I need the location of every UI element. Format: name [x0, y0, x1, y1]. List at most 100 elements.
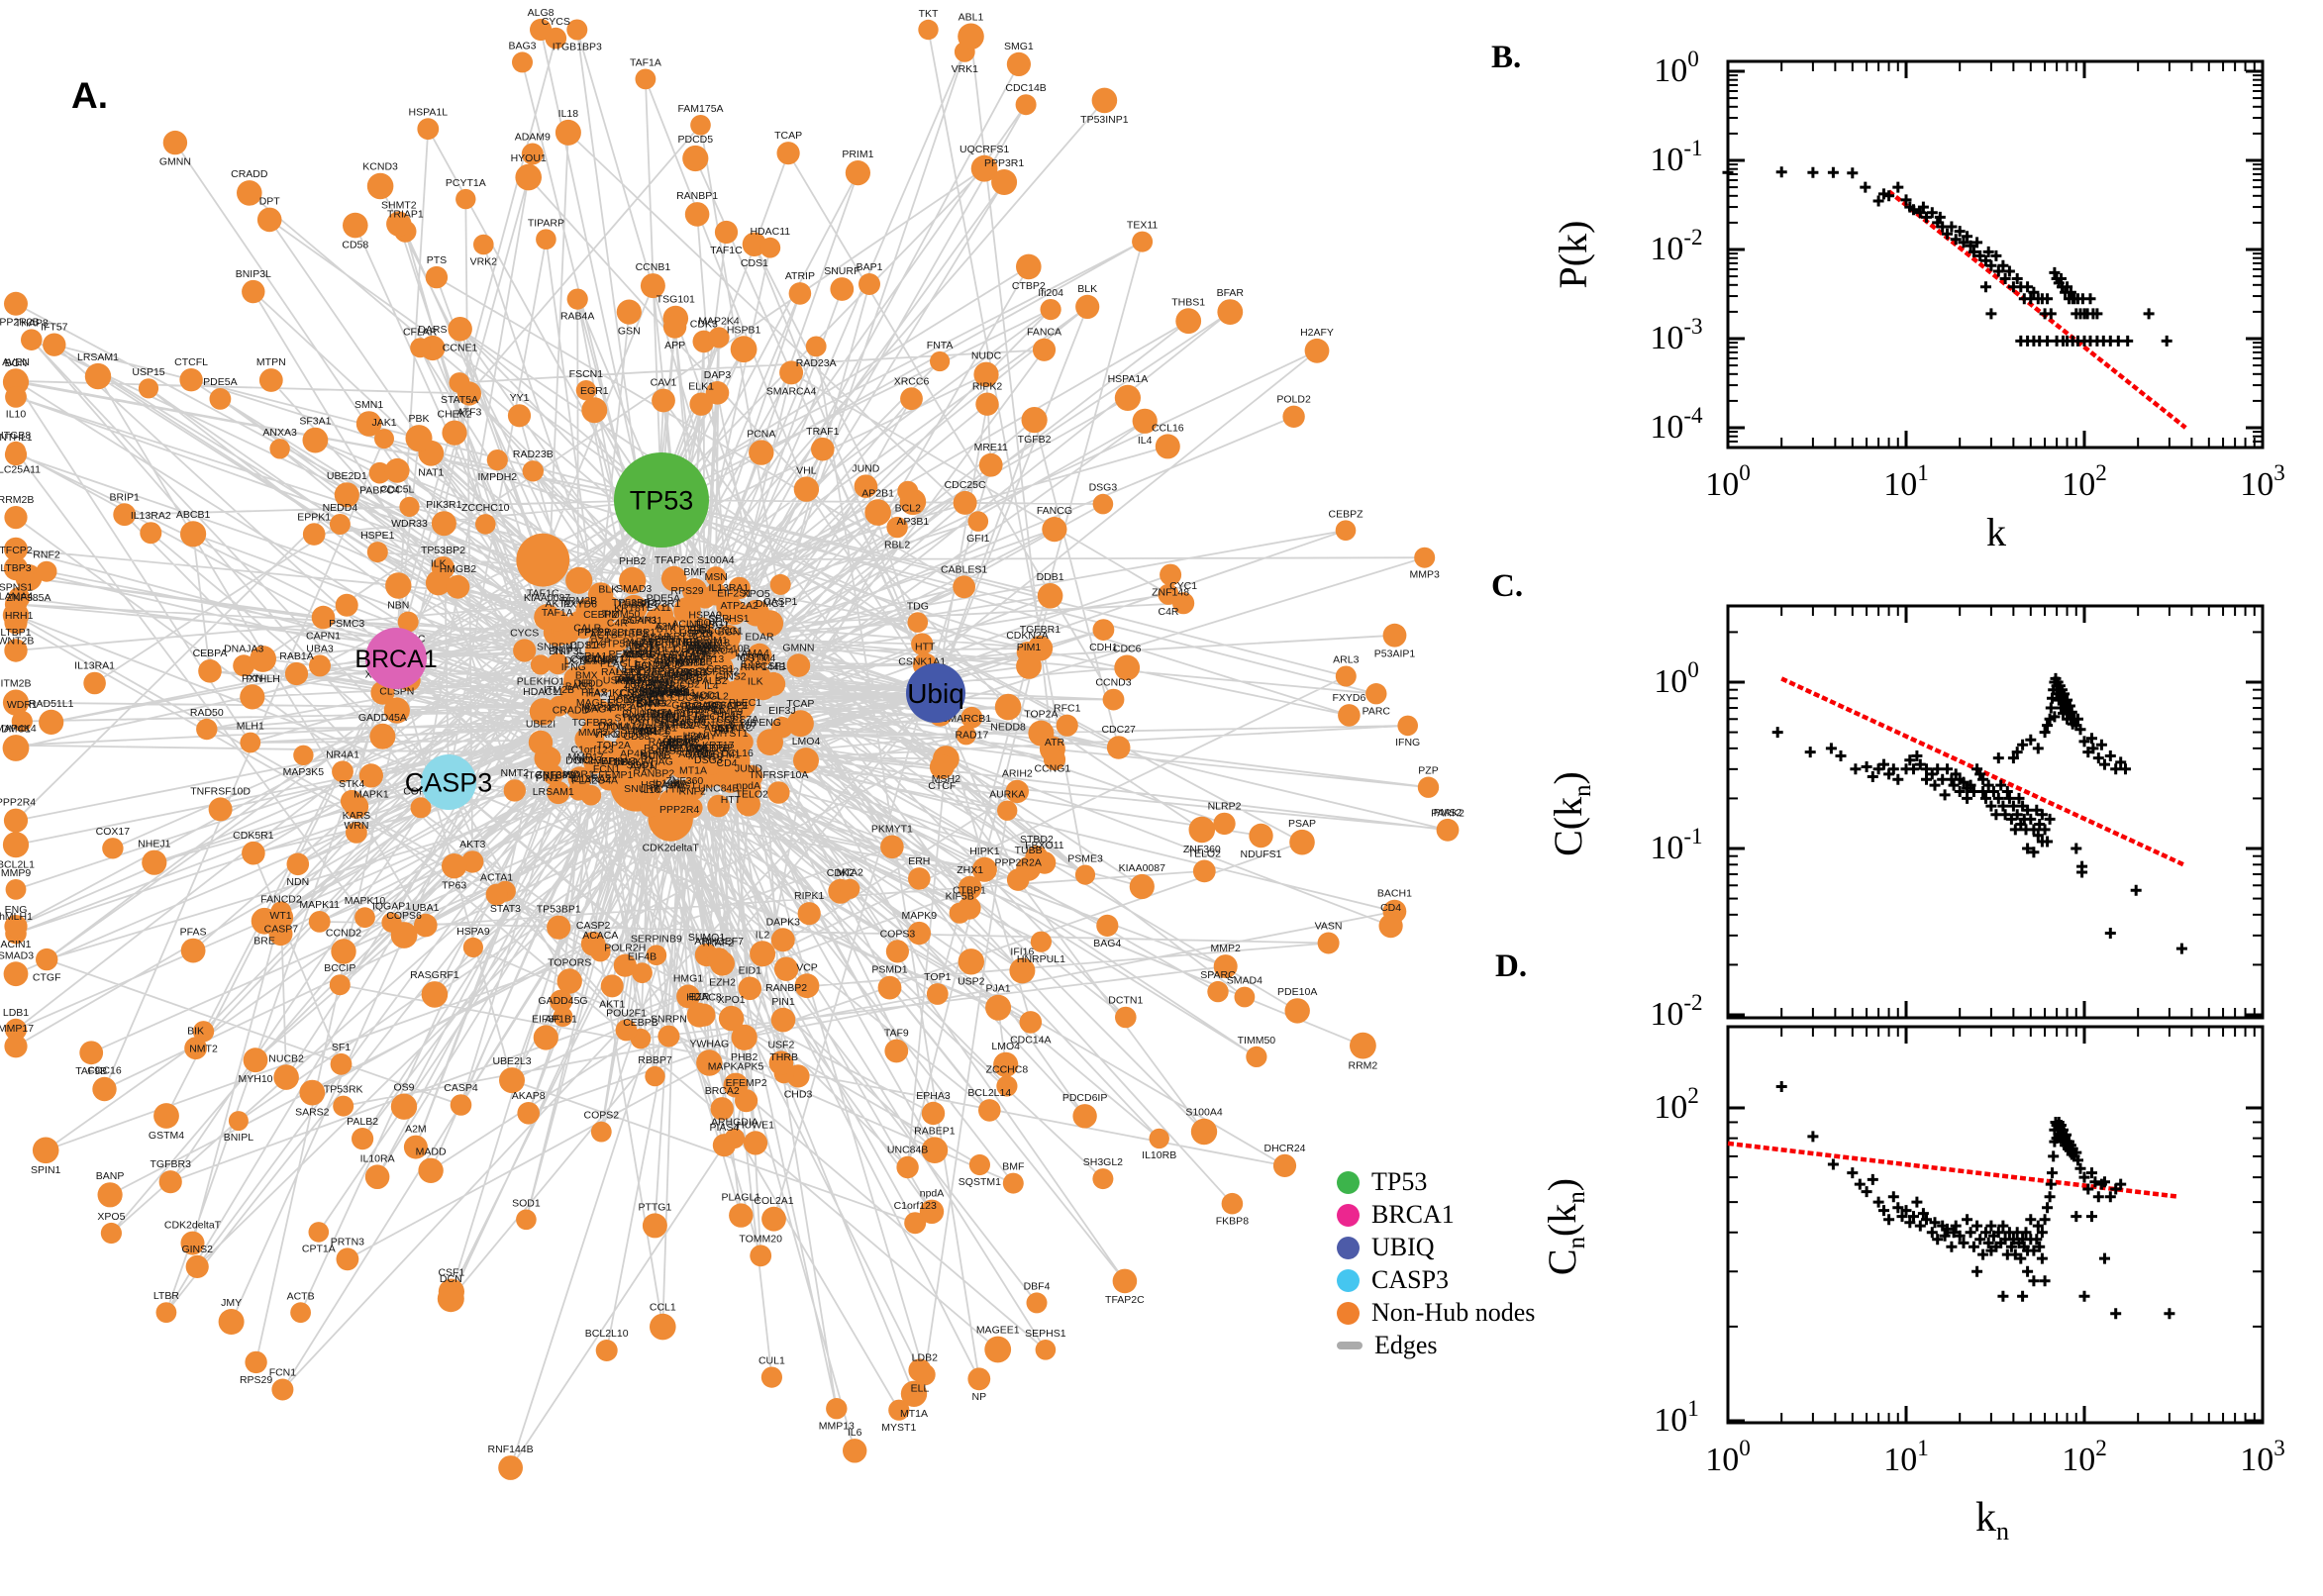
network-node-label: IL4 — [1138, 435, 1153, 447]
network-node — [245, 1350, 267, 1374]
network-node — [908, 1358, 932, 1382]
network-node — [793, 748, 819, 774]
network-node-label: MMP3 — [1410, 569, 1440, 581]
network-node — [21, 329, 43, 351]
network-node — [329, 514, 351, 535]
network-node — [716, 593, 742, 619]
network-node-label: USP2 — [958, 976, 985, 988]
network-node-label: FANCD2 — [260, 893, 302, 905]
network-node-label: EIF3J — [768, 705, 795, 717]
fit-line — [1727, 1141, 2179, 1199]
casp3-hub-node — [421, 754, 476, 810]
network-node-label: npdA — [920, 1188, 945, 1200]
network-node — [384, 457, 410, 483]
network-node-label: BIK — [187, 1025, 204, 1037]
network-node — [1092, 493, 1114, 515]
panel-label-d: D. — [1495, 948, 1528, 984]
network-node — [329, 974, 351, 996]
network-node — [840, 878, 860, 899]
panel-label-c: C. — [1491, 568, 1524, 604]
network-node-label: PPP2R2A — [995, 856, 1042, 868]
network-node — [1096, 914, 1119, 938]
network-node-label: POU2F1 — [606, 1008, 647, 1020]
network-node-label: PLP2 — [584, 627, 610, 639]
network-node-label: LTBP3 — [617, 629, 648, 641]
network-node-label: APP — [664, 340, 685, 351]
network-node-label: CALR — [573, 623, 601, 635]
network-node-label: MAPKAPK5 — [708, 1061, 764, 1073]
network-node — [601, 750, 627, 777]
network-node — [410, 797, 432, 819]
network-node — [383, 697, 410, 724]
network-node — [270, 901, 292, 923]
network-node-label: HRH1 — [5, 610, 34, 622]
network-node — [302, 523, 326, 546]
network-node-label: HSPA9 — [688, 610, 722, 622]
network-node — [958, 875, 982, 900]
network-node-label: TEX11 — [1127, 220, 1158, 232]
network-node-label: TIPARP — [528, 217, 564, 229]
network-node — [138, 378, 159, 399]
network-node-label: TOP2A — [597, 740, 631, 751]
network-node — [473, 234, 494, 255]
network-node — [757, 729, 783, 755]
network-node — [366, 172, 394, 200]
ubiq-node-icon — [1337, 1236, 1360, 1259]
network-node — [826, 1398, 848, 1420]
network-node — [590, 1121, 612, 1143]
network-node-label: RABEP1 — [914, 1125, 956, 1137]
scatter-points — [1722, 166, 2172, 347]
network-node-label: CDC5L — [380, 484, 415, 496]
network-node-label: PLAGL1 — [721, 1191, 760, 1203]
network-node-label: WRN — [344, 820, 368, 832]
network-node-label: CPT1A — [641, 651, 674, 663]
network-node-label: H2AFY — [1300, 327, 1334, 339]
network-node-label: CDS1 — [741, 257, 768, 269]
axis-label: P(k) — [1551, 221, 1595, 289]
network-node-label: NHEJ1 — [654, 712, 686, 724]
network-node-label: ZNF148 — [662, 734, 700, 746]
network-node — [140, 522, 162, 545]
network-node — [904, 1212, 927, 1235]
network-node-label: PSAP — [1288, 818, 1316, 830]
network-node — [273, 1064, 299, 1090]
hub-ubiq: Ubiq — [906, 663, 965, 723]
network-node-label: PTHLH — [246, 673, 279, 685]
network-node — [1149, 1128, 1169, 1149]
network-node-label: ENG — [5, 904, 28, 916]
network-node-label: YWHAG — [634, 756, 673, 768]
network-node-label: CHEK2 — [437, 409, 471, 421]
network-node-label: DPT — [683, 656, 705, 668]
network-node — [729, 1203, 754, 1228]
network-node-label: RBBP7 — [638, 1054, 672, 1066]
network-node-label: ARIH2 — [1002, 768, 1033, 780]
network-node-label: HMGB2 — [440, 563, 477, 575]
network-node — [776, 142, 800, 165]
network-node-label: BAG4 — [584, 704, 612, 716]
network-node-label: WDR1 — [7, 699, 38, 711]
network-node-label: IL13RA1 — [708, 582, 749, 594]
network-node-label: HRH1 — [642, 709, 670, 721]
network-node-label: UBA3 — [306, 643, 334, 654]
network-node-label: CTCFL — [174, 356, 208, 368]
network-node-label: TRAF4 — [628, 647, 660, 658]
network-node-label: hMLH1 — [626, 641, 659, 652]
network-node — [770, 1007, 796, 1033]
network-node-label: TUBG1 — [694, 619, 729, 631]
network-node-label: CDK2deltaT — [643, 843, 700, 854]
network-node-label: PALB2 — [347, 1116, 378, 1128]
network-node-label: PIM1 — [1017, 642, 1042, 653]
network-node-label: ARHGDIA — [711, 1117, 758, 1129]
network-node — [968, 1153, 991, 1176]
network-node — [646, 945, 667, 965]
network-node — [854, 474, 878, 499]
network-node-label: GMNN — [159, 155, 191, 167]
network-node-label: JMY — [221, 1297, 242, 1309]
network-node-label: TNFRSF10C — [637, 672, 697, 684]
network-node-label: TOP2A — [1024, 709, 1058, 721]
network-node-label: C1orf123 — [894, 1200, 937, 1212]
network-node-label: KIAA0087 — [524, 592, 570, 604]
network-node — [340, 789, 363, 813]
network-node-label: JMY — [715, 723, 736, 735]
